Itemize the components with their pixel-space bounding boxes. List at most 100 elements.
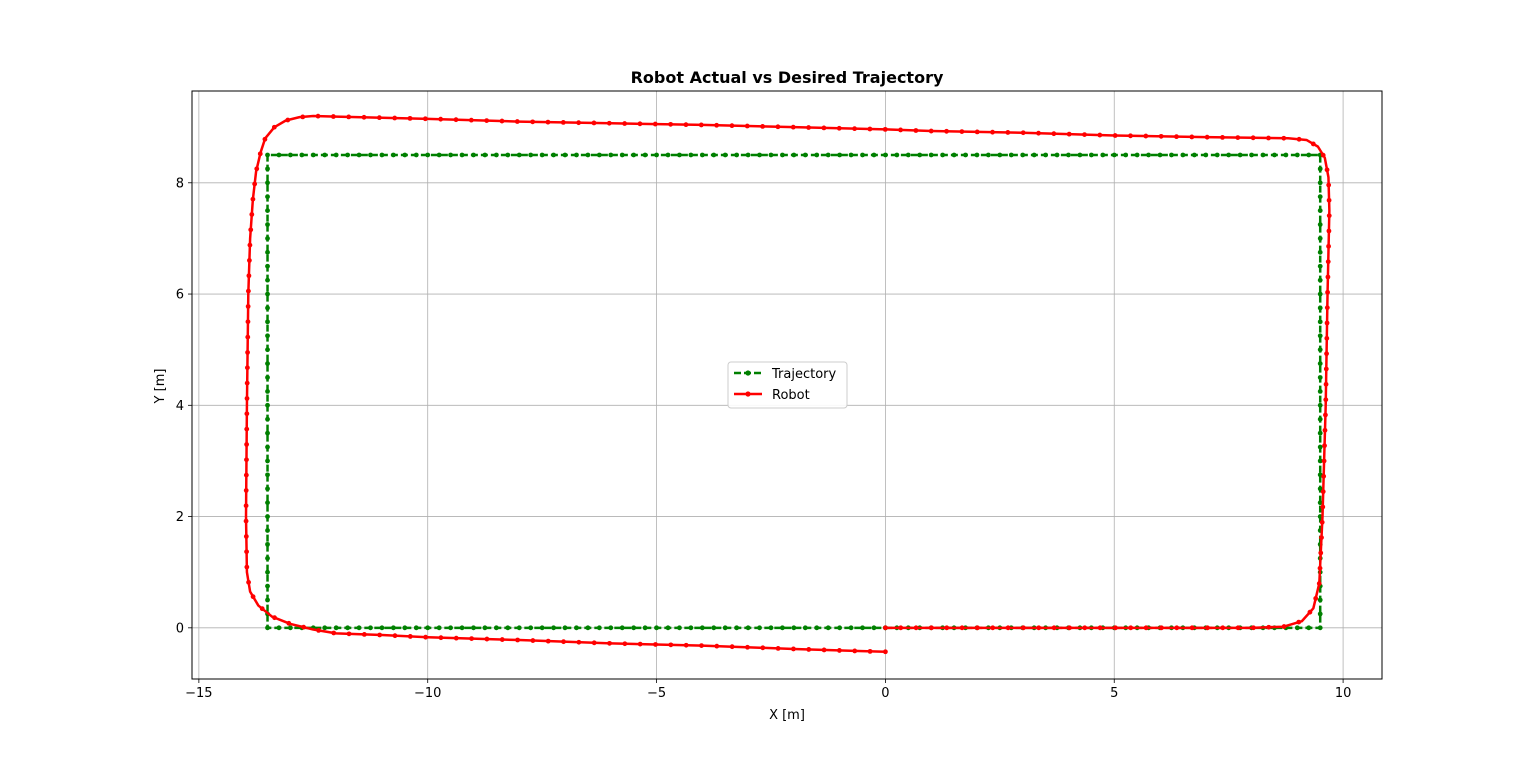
- robot-point: [729, 123, 735, 129]
- trajectory-point: [265, 625, 270, 631]
- robot-point: [272, 615, 277, 621]
- robot-point: [1128, 133, 1133, 139]
- trajectory-point: [654, 625, 659, 631]
- robot-point: [244, 426, 250, 432]
- trajectory-point: [333, 152, 339, 158]
- trajectory-point: [265, 583, 270, 589]
- trajectory-point: [493, 152, 499, 158]
- trajectory-point: [1317, 166, 1323, 172]
- trajectory-point: [265, 152, 270, 158]
- legend-trajectory-marker: [745, 370, 751, 376]
- trajectory-point: [780, 625, 785, 631]
- trajectory-point: [1169, 152, 1174, 158]
- robot-point: [775, 645, 781, 651]
- robot-point: [300, 114, 306, 120]
- trajectory-point: [265, 249, 270, 255]
- robot-point: [271, 124, 277, 130]
- trajectory-point: [368, 152, 373, 158]
- trajectory-point: [322, 625, 328, 631]
- trajectory-point: [436, 152, 442, 158]
- robot-point: [1097, 132, 1103, 138]
- trajectory-point: [356, 152, 362, 158]
- x-tick-label: 5: [1110, 686, 1118, 701]
- robot-point: [1320, 489, 1326, 495]
- trajectory-point: [768, 152, 774, 158]
- trajectory-point: [688, 152, 694, 158]
- robot-point: [1251, 625, 1256, 631]
- robot-point: [714, 122, 720, 128]
- robot-point: [330, 114, 336, 119]
- trajectory-point: [1317, 333, 1323, 339]
- trajectory-point: [288, 152, 293, 158]
- trajectory-point: [1317, 430, 1323, 436]
- robot-point: [744, 123, 750, 129]
- trajectory-point: [1294, 152, 1300, 158]
- robot-point: [1325, 259, 1331, 265]
- trajectory-point: [288, 625, 293, 631]
- robot-point: [1250, 135, 1256, 141]
- robot-point: [867, 648, 873, 654]
- robot-point: [1326, 228, 1332, 234]
- trajectory-point: [265, 472, 270, 478]
- trajectory-point: [345, 152, 351, 158]
- robot-point: [1235, 135, 1241, 141]
- trajectory-point: [871, 625, 877, 631]
- robot-point: [262, 136, 268, 142]
- trajectory-point: [1317, 402, 1323, 408]
- robot-point: [392, 115, 398, 121]
- trajectory-point: [711, 152, 717, 158]
- robot-point: [837, 648, 842, 653]
- robot-point: [1320, 152, 1326, 158]
- robot-point: [377, 632, 383, 638]
- robot-point: [668, 642, 674, 648]
- robot-point: [1143, 133, 1149, 139]
- trajectory-point: [1054, 152, 1060, 158]
- robot-point: [1174, 134, 1179, 140]
- robot-point: [245, 319, 251, 325]
- robot-point: [591, 640, 597, 646]
- trajectory-point: [493, 625, 499, 631]
- trajectory-point: [963, 152, 968, 158]
- trajectory-point: [471, 152, 476, 158]
- trajectory-point: [265, 222, 270, 227]
- trajectory-point: [1317, 611, 1323, 617]
- x-tick-label: −10: [414, 686, 441, 701]
- trajectory-point: [265, 458, 270, 464]
- trajectory-point: [734, 625, 740, 631]
- robot-point: [852, 126, 857, 132]
- trajectory-point: [1260, 152, 1266, 158]
- trajectory-point: [1317, 249, 1323, 255]
- robot-point: [698, 122, 704, 128]
- trajectory-point: [722, 625, 728, 631]
- trajectory-point: [1317, 416, 1323, 422]
- trajectory-point: [608, 625, 614, 631]
- trajectory-point: [1088, 152, 1094, 158]
- robot-point: [245, 350, 250, 355]
- trajectory-point: [265, 514, 270, 519]
- trajectory-point: [780, 152, 785, 158]
- robot-point: [637, 641, 643, 647]
- trajectory-point: [459, 625, 465, 631]
- x-tick-label: −15: [185, 686, 212, 701]
- trajectory-point: [505, 625, 511, 631]
- trajectory-point: [379, 152, 385, 158]
- robot-point: [883, 649, 888, 655]
- trajectory-point: [265, 291, 270, 297]
- trajectory-point: [917, 152, 923, 158]
- robot-point: [852, 648, 858, 654]
- robot-point: [438, 116, 444, 122]
- robot-point: [1051, 625, 1057, 631]
- trajectory-point: [951, 152, 957, 158]
- trajectory-point: [1272, 152, 1277, 158]
- trajectory-point: [631, 625, 637, 631]
- trajectory-point: [985, 152, 991, 158]
- robot-point: [806, 125, 811, 130]
- trajectory-point: [1317, 597, 1323, 603]
- robot-point: [1159, 625, 1164, 631]
- trajectory-point: [539, 625, 545, 631]
- trajectory-point: [1317, 486, 1323, 492]
- robot-point: [346, 114, 352, 120]
- robot-point: [407, 634, 413, 639]
- robot-point: [545, 638, 551, 644]
